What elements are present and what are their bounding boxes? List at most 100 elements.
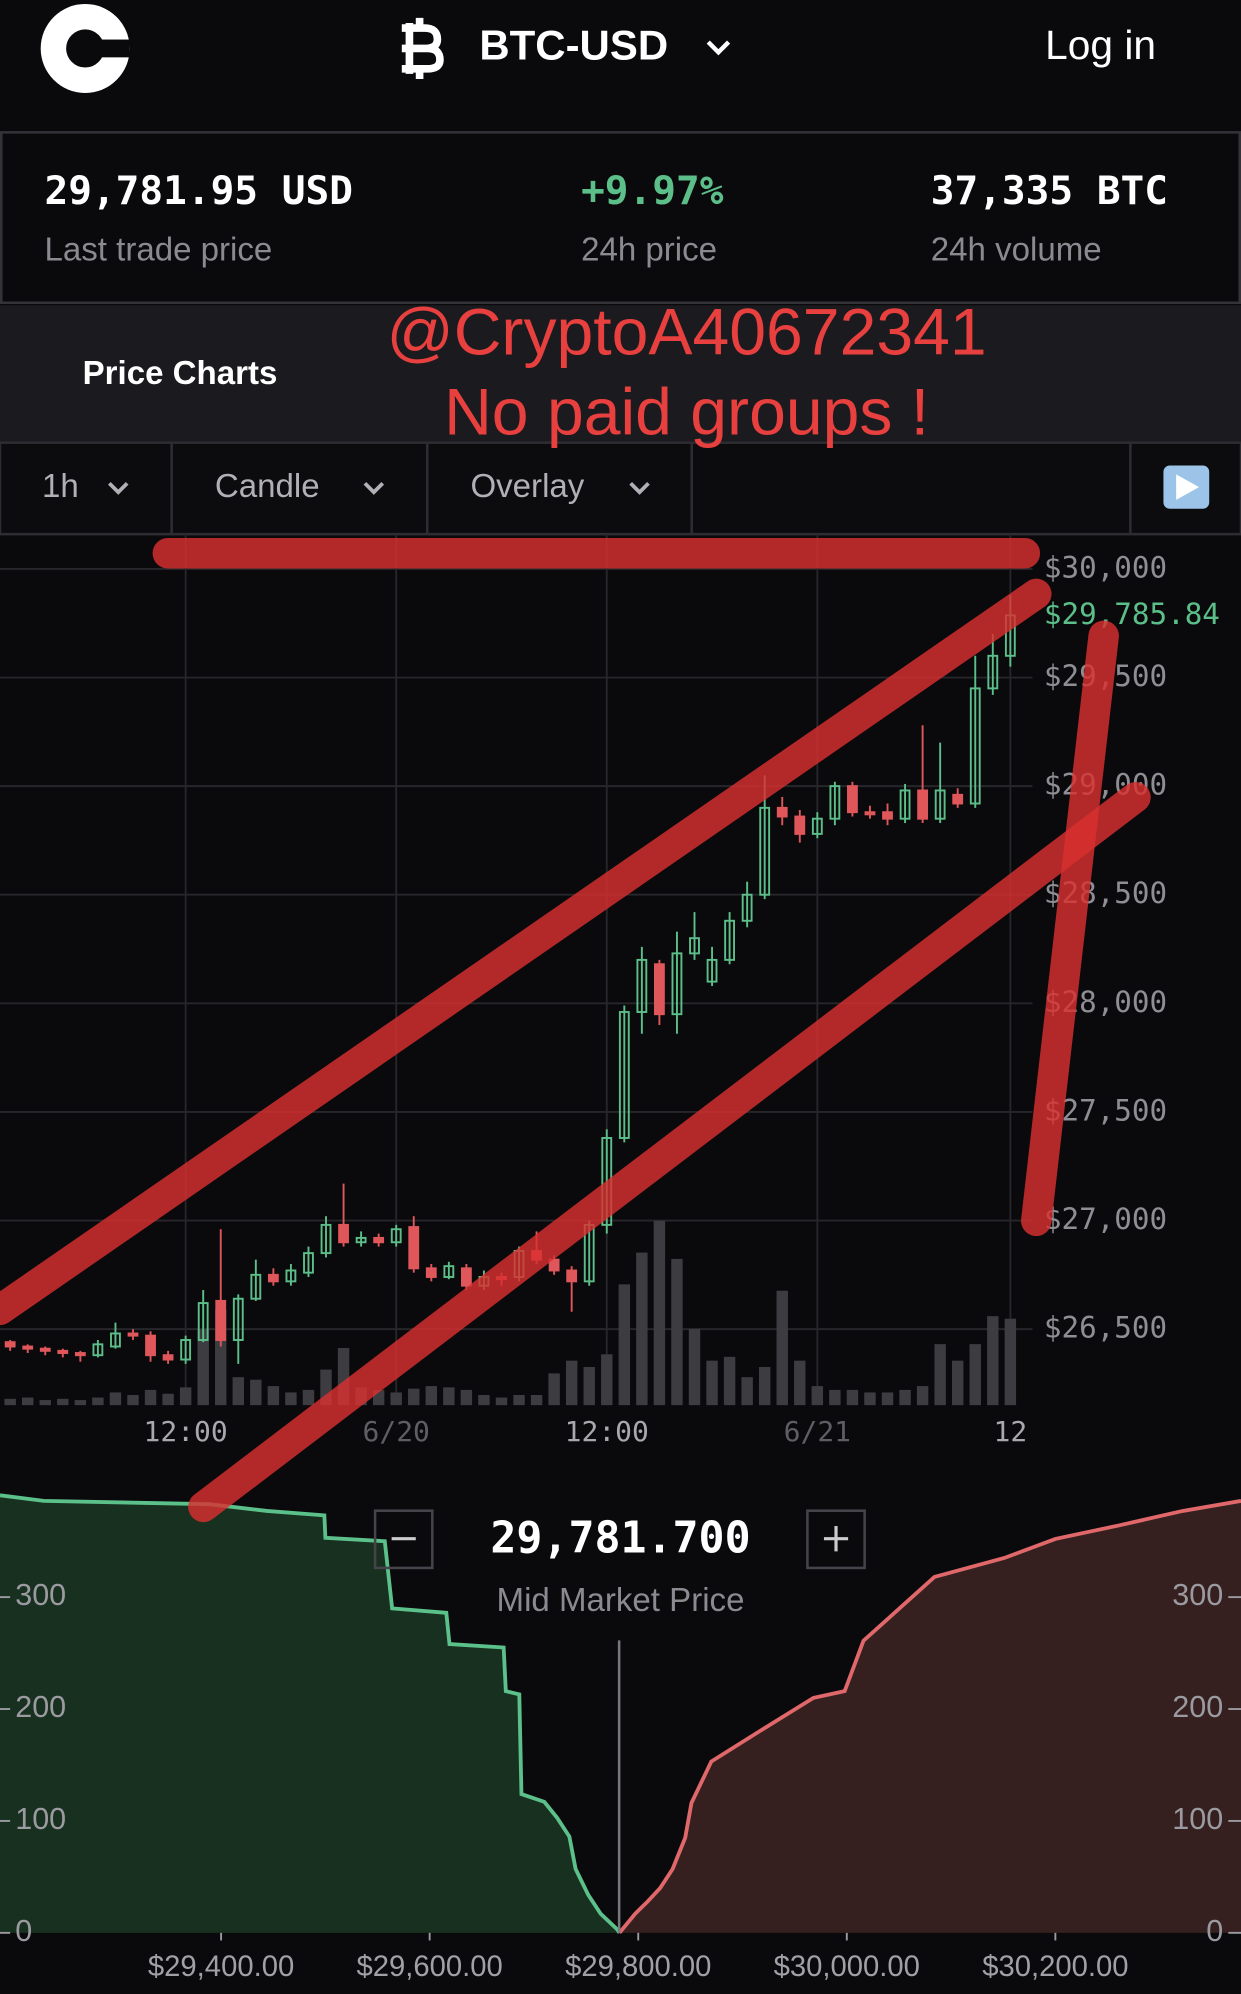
annotation-stroke — [1021, 620, 1119, 1237]
zoom-out-button[interactable] — [373, 1509, 434, 1570]
candle-body — [74, 1352, 86, 1357]
watermark: No paid groups ! — [444, 376, 929, 450]
x-tick-label: $29,800.00 — [565, 1951, 711, 1983]
candle-body — [811, 817, 823, 835]
volume-bar — [285, 1392, 297, 1406]
x-tick-label: $29,600.00 — [356, 1951, 502, 1983]
x-tick-label: $30,200.00 — [982, 1951, 1128, 1983]
volume-bar — [653, 1220, 666, 1406]
volume-bar — [636, 1252, 648, 1406]
candle-body — [39, 1347, 51, 1352]
volume-bar — [951, 1360, 964, 1406]
x-tick-label: $30,000.00 — [774, 1951, 920, 1983]
drawn-annotations: @CryptoA40672341 No paid groups ! — [0, 296, 1151, 1523]
volume-bar — [408, 1388, 420, 1406]
volume-bar — [969, 1344, 981, 1406]
candle-body — [794, 815, 806, 835]
volume-bar — [565, 1360, 578, 1406]
annotation-stroke — [188, 782, 1151, 1523]
asks-area — [619, 1500, 1241, 1933]
volume-bar — [179, 1387, 192, 1406]
candle-body — [952, 793, 964, 805]
x-tick-label: 12:00 — [565, 1415, 649, 1448]
volume-bar — [267, 1386, 280, 1406]
candle-body — [636, 958, 648, 1013]
bids-line — [0, 1493, 622, 1934]
x-tick-label: $29,400.00 — [148, 1951, 294, 1983]
candle-body — [671, 952, 683, 1016]
candle-body — [443, 1265, 455, 1278]
volume-bar — [601, 1354, 613, 1406]
volume-bar — [618, 1284, 631, 1406]
pair-name[interactable]: BTC-USD — [479, 22, 668, 69]
volume-bar — [583, 1367, 595, 1406]
volume-bar — [513, 1394, 525, 1406]
candle-body — [548, 1258, 560, 1272]
logo-hole — [66, 29, 105, 68]
candle-body — [303, 1252, 314, 1274]
y-tick-label: 0 — [15, 1914, 32, 1948]
candle-body — [847, 785, 858, 814]
candle-body — [741, 893, 753, 922]
section-title[interactable]: Price Charts — [83, 355, 278, 392]
volume-bar — [934, 1344, 946, 1406]
candle-body — [899, 789, 911, 820]
candle-body — [22, 1345, 34, 1350]
zoom-in-button[interactable] — [806, 1509, 866, 1570]
volume-bar — [92, 1397, 104, 1406]
annotation-stroke — [0, 578, 1052, 1326]
candle-body — [460, 1267, 472, 1287]
volume-bar — [127, 1394, 139, 1406]
candle-body — [829, 785, 841, 820]
volume-bar — [460, 1389, 473, 1406]
candle-body — [250, 1273, 262, 1300]
volume-bar — [495, 1397, 508, 1406]
chevron[interactable] — [108, 481, 129, 495]
volume-bar — [881, 1392, 894, 1406]
stat-label: 24h volume — [931, 232, 1102, 269]
volume-bar — [337, 1347, 350, 1406]
candle-body — [917, 789, 929, 820]
login-link[interactable]: Log in — [1045, 22, 1156, 68]
volume-bar — [74, 1400, 87, 1406]
candle-body — [882, 811, 893, 820]
overlay-select[interactable]: Overlay — [470, 468, 584, 505]
stat-label: Last trade price — [45, 232, 273, 269]
volume-bar — [57, 1398, 69, 1406]
volume-bar — [4, 1398, 16, 1406]
candle-body — [706, 958, 718, 983]
volume-bar — [916, 1386, 929, 1406]
volume-bar — [776, 1290, 788, 1406]
chart-type-select[interactable]: Candle — [215, 468, 320, 505]
candle-body — [373, 1236, 385, 1244]
x-tick-label: 12:00 — [144, 1415, 228, 1448]
x-tick-label: 12 — [994, 1415, 1028, 1448]
pair-chevron[interactable] — [706, 40, 731, 56]
asks-line — [618, 1499, 1241, 1935]
candle-body — [987, 654, 999, 690]
stat-label: 24h price — [581, 232, 717, 269]
volume-bar — [1004, 1318, 1017, 1406]
candle-chart: $26,500$27,000$27,500$28,000$28,500$29,0… — [0, 534, 1220, 1448]
candle-body — [338, 1223, 349, 1244]
stats-border — [0, 131, 1241, 305]
candle-body — [724, 919, 736, 961]
volume-bar — [706, 1360, 718, 1406]
watermark: @CryptoA40672341 — [387, 296, 987, 370]
candle-body — [92, 1343, 104, 1357]
interval-select[interactable]: 1h — [42, 468, 79, 505]
volume-bar — [144, 1389, 157, 1406]
stat-value: 29,781.95 USD — [45, 168, 353, 214]
chevron[interactable] — [629, 481, 650, 495]
volume-bar — [320, 1369, 332, 1406]
volume-bar — [21, 1397, 34, 1406]
volume-bar — [548, 1373, 560, 1406]
volume-bar — [197, 1328, 209, 1406]
candle-body — [320, 1223, 332, 1255]
chevron[interactable] — [363, 481, 385, 495]
candle-body — [425, 1267, 437, 1278]
candle-body — [215, 1299, 227, 1341]
y-tick-label: $26,500 — [1044, 1311, 1167, 1345]
